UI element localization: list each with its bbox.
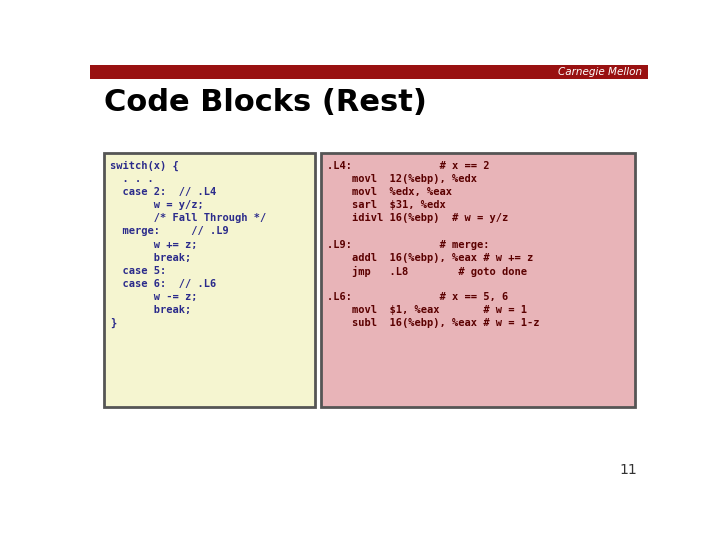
Text: sarl  $31, %edx: sarl $31, %edx [327,200,446,211]
Text: Carnegie Mellon: Carnegie Mellon [558,67,642,77]
Text: addl  16(%ebp), %eax # w += z: addl 16(%ebp), %eax # w += z [327,253,534,263]
Text: w = y/z;: w = y/z; [110,200,204,210]
Text: .L4:              # x == 2: .L4: # x == 2 [327,161,490,171]
Bar [104,153,315,408]
Text: merge:     // .L9: merge: // .L9 [110,226,229,237]
Text: /* Fall Through */: /* Fall Through */ [110,213,266,224]
Text: case 6:  // .L6: case 6: // .L6 [110,279,217,289]
Text: .L9:              # merge:: .L9: # merge: [327,240,490,249]
Text: movl  12(%ebp), %edx: movl 12(%ebp), %edx [327,174,477,184]
Text: 11: 11 [619,463,637,477]
Bar [90,65,648,79]
Text: .L6:              # x == 5, 6: .L6: # x == 5, 6 [327,292,508,302]
Text: subl  16(%ebp), %eax # w = 1-z: subl 16(%ebp), %eax # w = 1-z [327,318,540,328]
Text: break;: break; [110,253,192,262]
Text: break;: break; [110,305,192,315]
Text: movl  $1, %eax       # w = 1: movl $1, %eax # w = 1 [327,305,527,315]
Bar [321,153,635,408]
Text: case 2:  // .L4: case 2: // .L4 [110,187,217,197]
Text: idivl 16(%ebp)  # w = y/z: idivl 16(%ebp) # w = y/z [327,213,508,224]
Text: w += z;: w += z; [110,240,198,249]
Text: Code Blocks (Rest): Code Blocks (Rest) [104,88,427,117]
Text: w -= z;: w -= z; [110,292,198,302]
Text: case 5:: case 5: [110,266,166,276]
Text: switch(x) {: switch(x) { [110,161,179,171]
Text: movl  %edx, %eax: movl %edx, %eax [327,187,452,197]
Text: . . .: . . . [110,174,154,184]
Text: jmp   .L8        # goto done: jmp .L8 # goto done [327,266,527,277]
Text: }: } [110,318,117,328]
